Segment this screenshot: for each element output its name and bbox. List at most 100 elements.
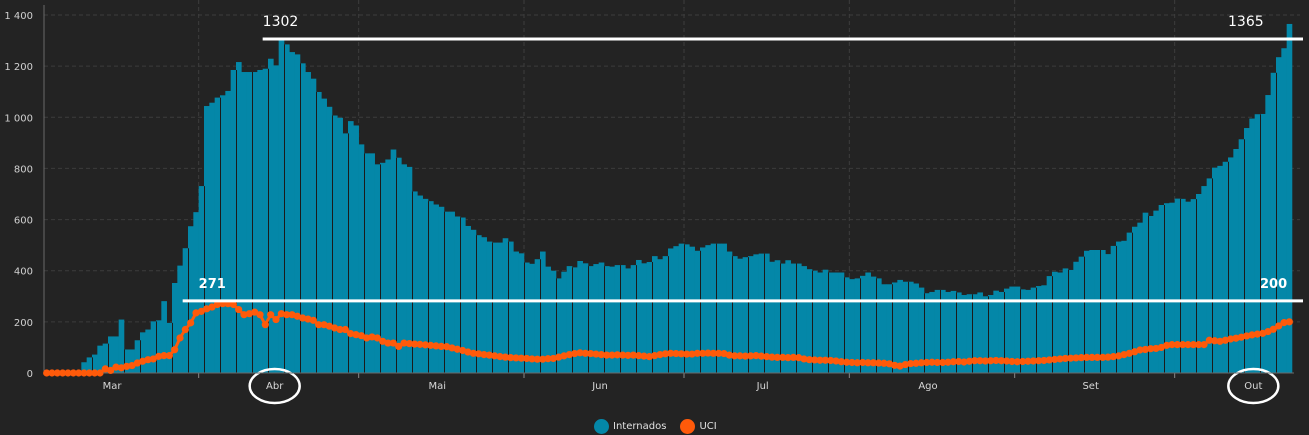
bar-internados [1142,212,1149,373]
uci-point [411,340,419,348]
bar-internados [337,117,343,373]
bar-internados [668,248,674,373]
uci-point [176,334,184,342]
bar-internados [396,157,402,373]
bar-internados [1009,286,1015,373]
bar-internados [881,284,887,373]
legend-swatch-uci [680,419,696,434]
bar-internados [550,270,557,373]
bar-internados [342,133,349,373]
legend-swatch-internados [594,419,609,434]
uci-point [1093,353,1101,362]
uci-point [539,355,547,363]
uci-point [363,334,371,342]
bar-internados [726,251,733,373]
uci-point [917,359,925,367]
uci-point [683,350,691,358]
bar-internados [662,256,669,373]
x-tick-label-out: Out [1244,381,1262,392]
bar-internados [1196,194,1202,373]
annotation-label: 271 [199,277,226,292]
bar-internados [1260,113,1266,373]
bar-internados [1238,139,1245,373]
uci-point [1099,353,1107,362]
legend-item-internados[interactable]: Internados [594,419,666,434]
uci-point [480,350,488,359]
bar-internados [1270,72,1277,373]
uci-point [256,311,264,319]
uci-point [581,349,589,357]
uci-point [341,325,349,334]
bar-internados [177,265,183,373]
uci-point [933,358,941,367]
uci-point [1003,357,1011,365]
uci-point [171,346,179,354]
bar-internados [833,272,839,373]
uci-point [565,350,573,359]
bar-internados [918,287,925,373]
bar-internados [198,186,205,373]
uci-point [880,359,888,367]
bar-internados [812,270,818,373]
uci-point [416,340,424,348]
uci-point [517,354,525,362]
uci-point [832,357,840,365]
bar-internados [241,72,247,373]
highlight-circle [248,367,301,405]
bar-internados [593,264,599,373]
bar-internados [822,269,829,373]
uci-point [784,354,792,362]
uci-point [1248,331,1256,339]
bar-internados [801,266,807,373]
bar-internados [1100,250,1106,373]
bar-internados [369,153,375,373]
uci-point [1083,353,1091,362]
bar-internados [353,125,359,374]
bar-internados [988,295,994,373]
uci-point [149,355,157,363]
bar-internados [646,262,653,373]
uci-point [1088,353,1096,362]
bar-internados [497,242,503,373]
bar-internados [454,216,461,373]
uci-point [112,363,120,371]
bar-internados [758,253,765,373]
bar-internados [1206,178,1213,373]
bar-internados [1078,256,1085,373]
bar-internados [742,257,749,373]
annotation-label: 1365 [1228,14,1264,30]
uci-point [43,369,51,377]
bar-internados [444,211,450,373]
bar-internados [412,191,418,373]
bar-internados [406,166,413,373]
uci-point [1163,341,1171,349]
bar-internados [1057,272,1063,373]
bar-internados [566,266,573,373]
legend-item-uci[interactable]: UCI [680,419,717,434]
uci-point [1200,341,1208,349]
uci-point [507,354,515,362]
uci-point [757,352,765,360]
x-tick-label-abr: Abr [266,381,284,392]
uci-point [677,350,685,358]
uci-point [437,342,445,351]
bar-internados [780,263,786,373]
bar-internados [956,292,962,373]
bar-internados [753,254,759,373]
bar-internados [401,164,407,373]
hospitalization-chart: 0 200 400 600 800 1 000 1 200 1 400 Mar Abr Mai Ju… [4,0,1303,405]
uci-point [1072,354,1080,362]
uci-point [843,358,851,366]
uci-point [688,350,696,358]
uci-point [613,351,621,359]
bar-internados [534,259,541,373]
bar-internados [1185,201,1191,373]
bar-internados [1153,210,1159,373]
bar-internados [1249,118,1255,373]
bar-internados [886,284,893,373]
uci-point [1285,318,1293,326]
bar-internados [220,95,226,374]
uci-point [848,358,856,367]
bar-internados [673,246,679,373]
bar-internados [124,349,130,373]
